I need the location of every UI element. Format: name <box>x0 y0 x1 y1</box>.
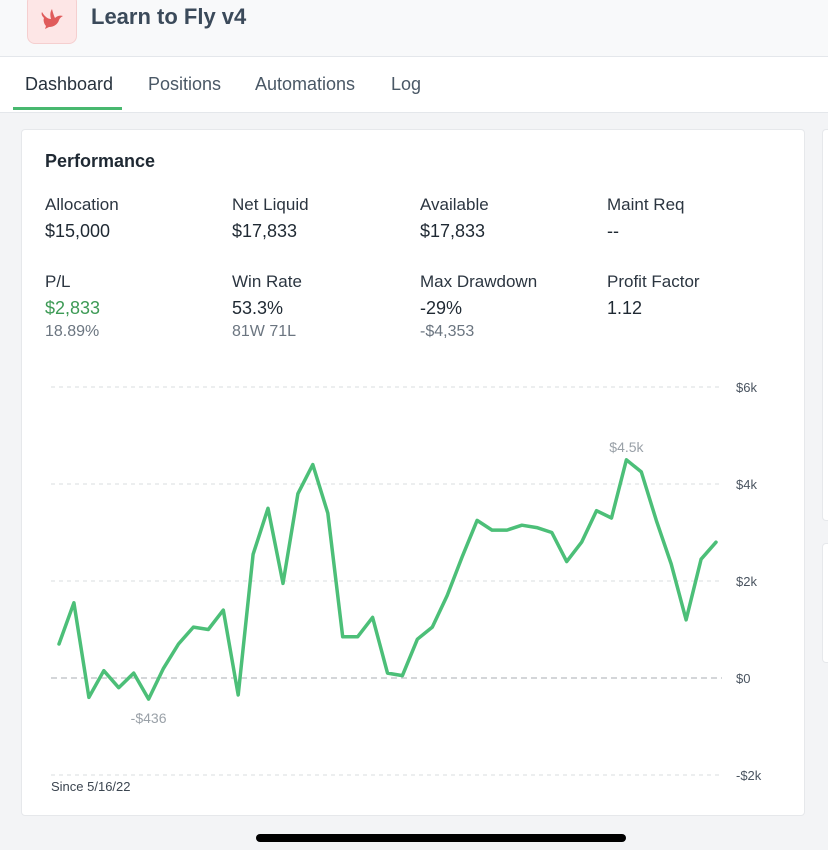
y-tick-label: $6k <box>736 380 757 395</box>
app-title: Learn to Fly v4 <box>91 4 247 29</box>
data-annotation: $4.5k <box>609 439 644 455</box>
stat-label: Max Drawdown <box>420 272 538 291</box>
stat-win-rate: Win Rate 53.3% 81W 71L <box>232 272 302 341</box>
stat-available: Available $17,833 <box>420 195 489 242</box>
stat-label: Available <box>420 195 489 214</box>
y-tick-label: -$2k <box>736 768 762 783</box>
app-header: Learn to Fly v4 <box>0 0 828 56</box>
stat-label: Maint Req <box>607 195 685 214</box>
data-annotation: -$436 <box>131 710 167 726</box>
stat-label: Win Rate <box>232 272 302 291</box>
tab-dashboard[interactable]: Dashboard <box>25 74 114 94</box>
stat-value: $17,833 <box>232 221 298 241</box>
performance-card <box>21 129 805 816</box>
tab-bar: Dashboard Positions Automations Log <box>0 56 828 113</box>
stat-value: -- <box>607 221 619 241</box>
tab-positions[interactable]: Positions <box>148 74 222 94</box>
since-label: Since 5/16/22 <box>51 779 131 794</box>
y-tick-label: $2k <box>736 574 757 589</box>
active-tab-indicator <box>13 107 122 110</box>
stat-value: $17,833 <box>420 221 486 241</box>
stat-label: P/L <box>45 272 71 291</box>
stat-pl: P/L $2,833 18.89% <box>45 272 100 341</box>
pl-series-line <box>57 458 718 701</box>
stat-maint-req: Maint Req -- <box>607 195 684 242</box>
stat-value: -29% <box>420 298 463 318</box>
tab-automations[interactable]: Automations <box>255 74 356 94</box>
tab-log[interactable]: Log <box>391 74 422 94</box>
stat-net-liquid: Net Liquid $17,833 <box>232 195 309 242</box>
y-tick-label: $4k <box>736 477 757 492</box>
side-card <box>822 543 828 663</box>
stat-value: $2,833 <box>45 298 101 318</box>
stat-sub: -$4,353 <box>420 323 475 340</box>
stat-allocation: Allocation $15,000 <box>45 195 119 242</box>
y-tick-label: $0 <box>736 671 750 686</box>
stat-max-drawdown: Max Drawdown -29% -$4,353 <box>420 272 537 341</box>
stat-sub: 81W 71L <box>232 323 297 340</box>
performance-title: Performance <box>45 151 156 171</box>
stat-value: 1.12 <box>607 298 643 318</box>
stat-label: Net Liquid <box>232 195 309 214</box>
bird-icon <box>41 9 63 29</box>
stat-value: 53.3% <box>232 298 284 318</box>
side-card <box>822 129 828 521</box>
home-indicator <box>256 834 626 842</box>
stat-profit-factor: Profit Factor 1.12 <box>607 272 700 319</box>
stat-value: $15,000 <box>45 221 111 241</box>
stat-label: Allocation <box>45 195 119 214</box>
stat-sub: 18.89% <box>45 323 100 340</box>
app-logo[interactable] <box>27 0 77 44</box>
stat-label: Profit Factor <box>607 272 700 291</box>
